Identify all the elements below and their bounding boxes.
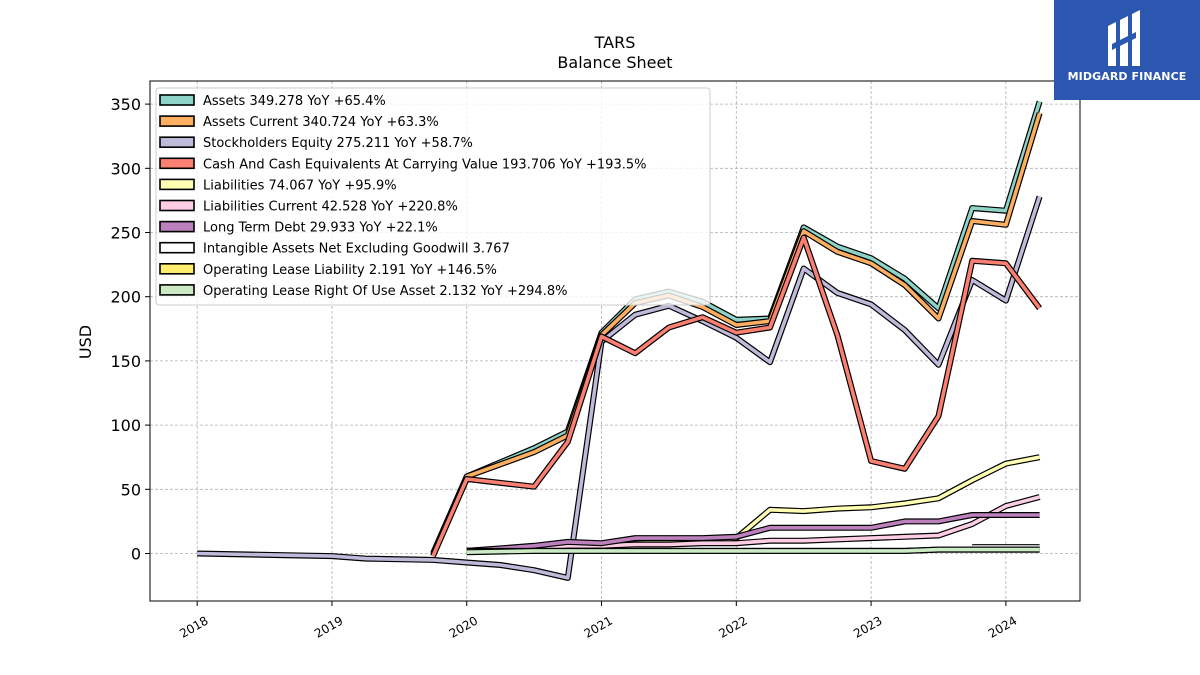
y-tick-label: 200 [110,288,141,307]
legend-swatch [159,220,195,233]
series-stroke [466,513,1040,553]
y-tick-label: 100 [110,416,141,435]
series-stroke [466,455,1040,553]
series-line-long-term-debt [466,512,1040,554]
y-tick-label: 250 [110,224,141,243]
legend-swatch [159,284,195,296]
y-tick-label: 50 [121,480,141,499]
y-tick-label: 0 [131,544,141,563]
x-tick-label: 2024 [986,613,1019,640]
midgard-finance-logo: MIDGARD FINANCE [1054,0,1200,100]
legend-label: Operating Lease Liability 2.191 YoY +146… [203,263,497,278]
legend-label: Cash And Cash Equivalents At Carrying Va… [203,157,646,172]
series-stroke [431,100,1042,555]
x-tick-label: 2021 [582,613,615,640]
legend-swatch [159,157,195,170]
series-line-liabilities [466,454,1041,554]
series-lines [197,100,1043,581]
legend-label: Intangible Assets Net Excluding Goodwill… [203,242,510,257]
series-stroke [431,235,1042,557]
series-line-assets [430,100,1043,555]
legend: Assets 349.278 YoY +65.4% Assets Current … [155,87,711,306]
series-outline [466,454,1041,554]
legend-label: Assets Current 340.724 YoY +63.3% [203,115,439,130]
legend-swatch [159,262,195,275]
legend-box [155,87,711,306]
legend-label: Operating Lease Right Of Use Asset 2.132… [203,284,567,299]
y-axis-label: USD [76,325,95,359]
series-line-cash-and-cash-equivalents-at-carrying-value [430,234,1043,558]
series-line-liabilities-current [466,494,1041,554]
logo-mark-icon [1108,10,1140,66]
series-stroke [466,547,1040,554]
y-tick-label: 300 [110,159,141,178]
x-tick-label: 2019 [312,613,345,640]
x-tick-label: 2018 [177,613,210,640]
plot-frame [149,80,1081,602]
series-line-operating-lease-right-of-use-asset [466,546,1040,556]
series-stroke [197,196,1042,580]
chart-title: TARS [594,33,636,52]
x-tick-label: 2020 [447,613,480,640]
series-stroke [466,495,1041,553]
legend-swatch [159,136,195,148]
legend-swatch [159,94,195,106]
y-tick-label: 150 [110,352,141,371]
x-tick-label: 2023 [851,613,884,640]
x-tick-label: 2022 [716,613,749,640]
brand-name: MIDGARD FINANCE [1067,70,1187,83]
legend-label: Liabilities 74.067 YoY +95.9% [203,178,397,193]
chart-subtitle: Balance Sheet [557,53,672,72]
legend-swatch [159,115,195,127]
legend-swatch [159,199,195,212]
series-line-stockholders-equity [197,195,1043,581]
legend-label: Liabilities Current 42.528 YoY +220.8% [203,200,458,215]
legend-label: Stockholders Equity 275.211 YoY +58.7% [203,136,473,151]
legend-swatch [159,241,195,254]
y-tick-label: 350 [110,95,141,114]
legend-swatch [159,178,195,191]
legend-label: Assets 349.278 YoY +65.4% [203,94,386,109]
legend-label: Long Term Debt 29.933 YoY +22.1% [203,221,438,236]
